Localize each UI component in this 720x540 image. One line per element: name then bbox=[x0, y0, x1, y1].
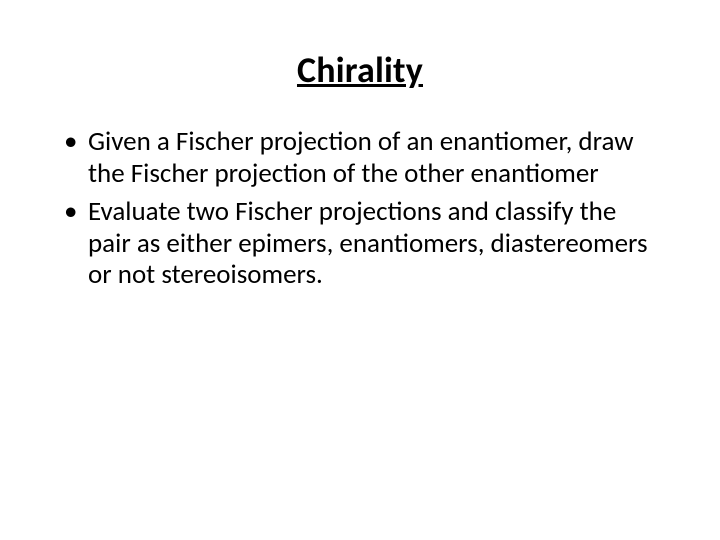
bullet-list: Given a Fischer projection of an enantio… bbox=[58, 126, 662, 291]
slide-title: Chirality bbox=[58, 48, 662, 92]
list-item: Evaluate two Fischer projections and cla… bbox=[58, 196, 662, 292]
list-item: Given a Fischer projection of an enantio… bbox=[58, 126, 662, 190]
slide: Chirality Given a Fischer projection of … bbox=[0, 0, 720, 540]
